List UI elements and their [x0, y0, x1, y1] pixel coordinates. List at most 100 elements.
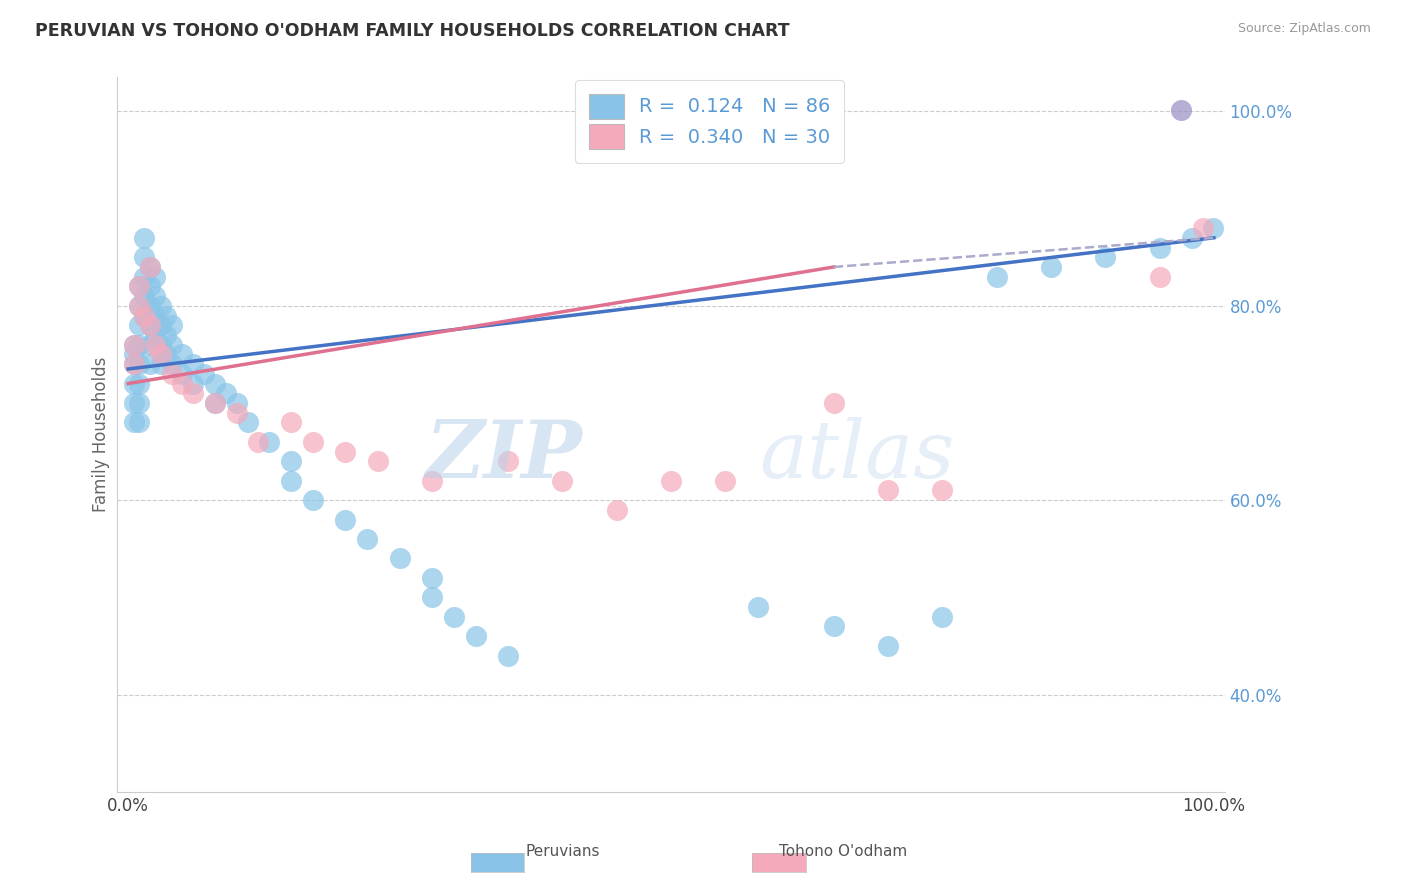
Point [204, 396, 226, 410]
Point [225, 406, 247, 420]
Point [606, 503, 628, 517]
Point [143, 289, 166, 303]
Point [823, 619, 845, 633]
Point [155, 309, 177, 323]
Point [420, 474, 443, 488]
Point [149, 299, 172, 313]
Point [181, 376, 204, 391]
Point [204, 396, 226, 410]
Point [134, 289, 156, 303]
Point [149, 357, 172, 371]
Point [335, 513, 357, 527]
Point [172, 367, 194, 381]
Point [139, 318, 162, 333]
Point [247, 434, 270, 449]
Point [877, 639, 900, 653]
Point [160, 357, 183, 371]
Point [139, 279, 162, 293]
Point [420, 571, 443, 585]
Point [134, 250, 156, 264]
Point [181, 357, 204, 371]
Point [149, 347, 172, 361]
Point [172, 347, 194, 361]
Point [143, 309, 166, 323]
Point [128, 357, 150, 371]
Text: ZIP: ZIP [426, 417, 582, 495]
Point [143, 337, 166, 351]
Point [1170, 103, 1192, 117]
Point [280, 416, 302, 430]
Point [139, 357, 162, 371]
Point [204, 376, 226, 391]
Text: PERUVIAN VS TOHONO O'ODHAM FAMILY HOUSEHOLDS CORRELATION CHART: PERUVIAN VS TOHONO O'ODHAM FAMILY HOUSEH… [35, 22, 790, 40]
Point [128, 337, 150, 351]
Point [714, 474, 737, 488]
Point [172, 376, 194, 391]
Point [193, 367, 215, 381]
Point [1149, 240, 1171, 254]
Point [496, 454, 519, 468]
Point [139, 318, 162, 333]
Point [134, 309, 156, 323]
Point [388, 551, 411, 566]
Point [877, 483, 900, 498]
Point [128, 318, 150, 333]
Point [122, 347, 145, 361]
Point [747, 103, 769, 117]
Point [1192, 221, 1215, 235]
Point [551, 474, 574, 488]
Point [155, 347, 177, 361]
Point [823, 396, 845, 410]
Point [280, 454, 302, 468]
Text: Peruvians: Peruvians [526, 845, 599, 859]
Point [1181, 231, 1204, 245]
Point [139, 337, 162, 351]
Point [259, 434, 281, 449]
Point [122, 396, 145, 410]
Text: atlas: atlas [759, 417, 955, 495]
Point [659, 474, 682, 488]
Point [122, 376, 145, 391]
Point [986, 269, 1008, 284]
Point [1202, 221, 1225, 235]
Point [128, 279, 150, 293]
Point [139, 299, 162, 313]
Point [134, 269, 156, 284]
Point [122, 337, 145, 351]
Point [160, 367, 183, 381]
Point [122, 416, 145, 430]
Point [128, 279, 150, 293]
Point [280, 474, 302, 488]
Point [181, 386, 204, 401]
Point [143, 328, 166, 343]
Point [367, 454, 389, 468]
Point [128, 299, 150, 313]
Point [1149, 269, 1171, 284]
Point [301, 434, 323, 449]
Point [143, 269, 166, 284]
Text: Tohono O'odham: Tohono O'odham [779, 845, 908, 859]
Point [122, 337, 145, 351]
Point [215, 386, 238, 401]
Point [1094, 250, 1116, 264]
Point [134, 231, 156, 245]
Point [496, 648, 519, 663]
Point [356, 532, 378, 546]
Point [128, 376, 150, 391]
Point [128, 396, 150, 410]
Point [139, 260, 162, 274]
Point [420, 591, 443, 605]
Legend: R =  0.124   N = 86, R =  0.340   N = 30: R = 0.124 N = 86, R = 0.340 N = 30 [575, 80, 845, 163]
Point [1040, 260, 1063, 274]
Point [225, 396, 247, 410]
Point [443, 609, 465, 624]
Y-axis label: Family Households: Family Households [93, 357, 110, 512]
Point [931, 483, 953, 498]
Point [335, 444, 357, 458]
Point [747, 600, 769, 615]
Point [122, 357, 145, 371]
Point [149, 318, 172, 333]
Point [134, 309, 156, 323]
Point [931, 609, 953, 624]
Point [149, 337, 172, 351]
